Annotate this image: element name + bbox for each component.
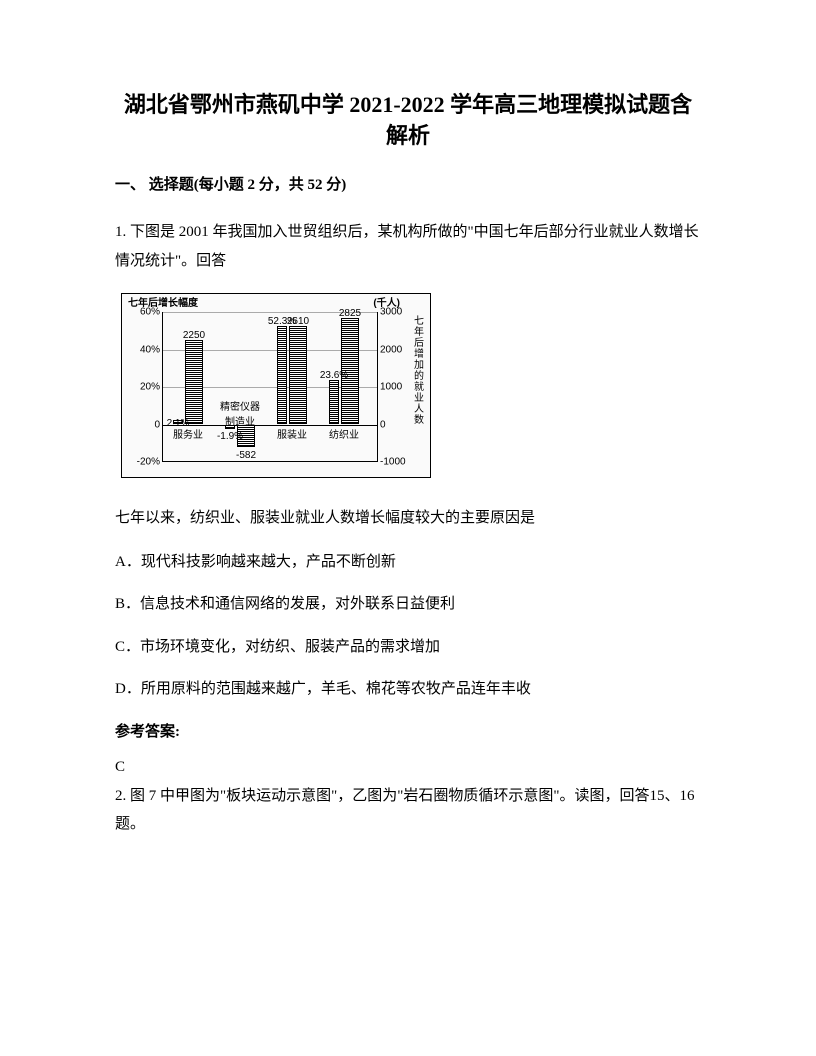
bar-pct-label: -1.9%: [217, 429, 243, 444]
option-c: C．市场环境变化，对纺织、服装产品的需求增加: [115, 636, 701, 659]
ytick-right: 2000: [377, 342, 407, 357]
chart-plot-area: 60% 40% 20% 0 -20% 3000 2000 1000 0 -100…: [162, 312, 378, 462]
bar-num-services: [185, 340, 203, 424]
q2-stem: 2. 图 7 中甲图为"板块运动示意图"，乙图为"岩石圈物质循环示意图"。读图，…: [115, 782, 701, 839]
answer-value: C: [115, 753, 701, 782]
bar-num-label: 2250: [183, 328, 205, 343]
bar-pct-clothing: [277, 326, 287, 424]
employment-chart: 七年后增长幅度 (千人) 七年后增加的就业人数 60% 40% 20% 0 -2…: [121, 293, 431, 478]
section-heading: 一、 选择题(每小题 2 分，共 52 分): [115, 174, 701, 197]
option-b: B．信息技术和通信网络的发展，对外联系日益便利: [115, 593, 701, 616]
ytick-right: -1000: [377, 455, 407, 470]
ytick-left: 0: [133, 417, 163, 432]
ytick-right: 0: [377, 417, 407, 432]
ytick-right: 1000: [377, 380, 407, 395]
bar-num-clothing: [289, 326, 307, 424]
category-label: 服装业: [277, 428, 307, 443]
chart-right-axis-label: 七年后增加的就业人数: [414, 316, 426, 426]
ytick-left: -20%: [133, 455, 163, 470]
category-label: 纺织业: [329, 428, 359, 443]
ytick-left: 40%: [133, 342, 163, 357]
bar-pct-textile: [329, 380, 339, 424]
q1-stem: 1. 下图是 2001 年我国加入世贸组织后，某机构所做的"中国七年后部分行业就…: [115, 218, 701, 275]
doc-title: 湖北省鄂州市燕矶中学 2021-2022 学年高三地理模拟试题含解析: [115, 90, 701, 152]
ytick-right: 3000: [377, 305, 407, 320]
bar-num-label: 2825: [339, 306, 361, 321]
bar-num-label: -582: [236, 448, 256, 463]
bar-pct-label: 23.6%: [320, 368, 348, 383]
ytick-left: 60%: [133, 305, 163, 320]
answer-label: 参考答案:: [115, 721, 701, 744]
q1-subquestion: 七年以来，纺织业、服装业就业人数增长幅度较大的主要原因是: [115, 504, 701, 533]
bar-num-label: 2610: [287, 314, 309, 329]
category-label: 服务业: [173, 428, 203, 443]
category-label: 精密仪器制造业: [220, 400, 260, 430]
ytick-left: 20%: [133, 380, 163, 395]
option-d: D．所用原料的范围越来越广，羊毛、棉花等农牧产品连年丰收: [115, 678, 701, 701]
option-a: A．现代科技影响越来越大，产品不断创新: [115, 551, 701, 574]
